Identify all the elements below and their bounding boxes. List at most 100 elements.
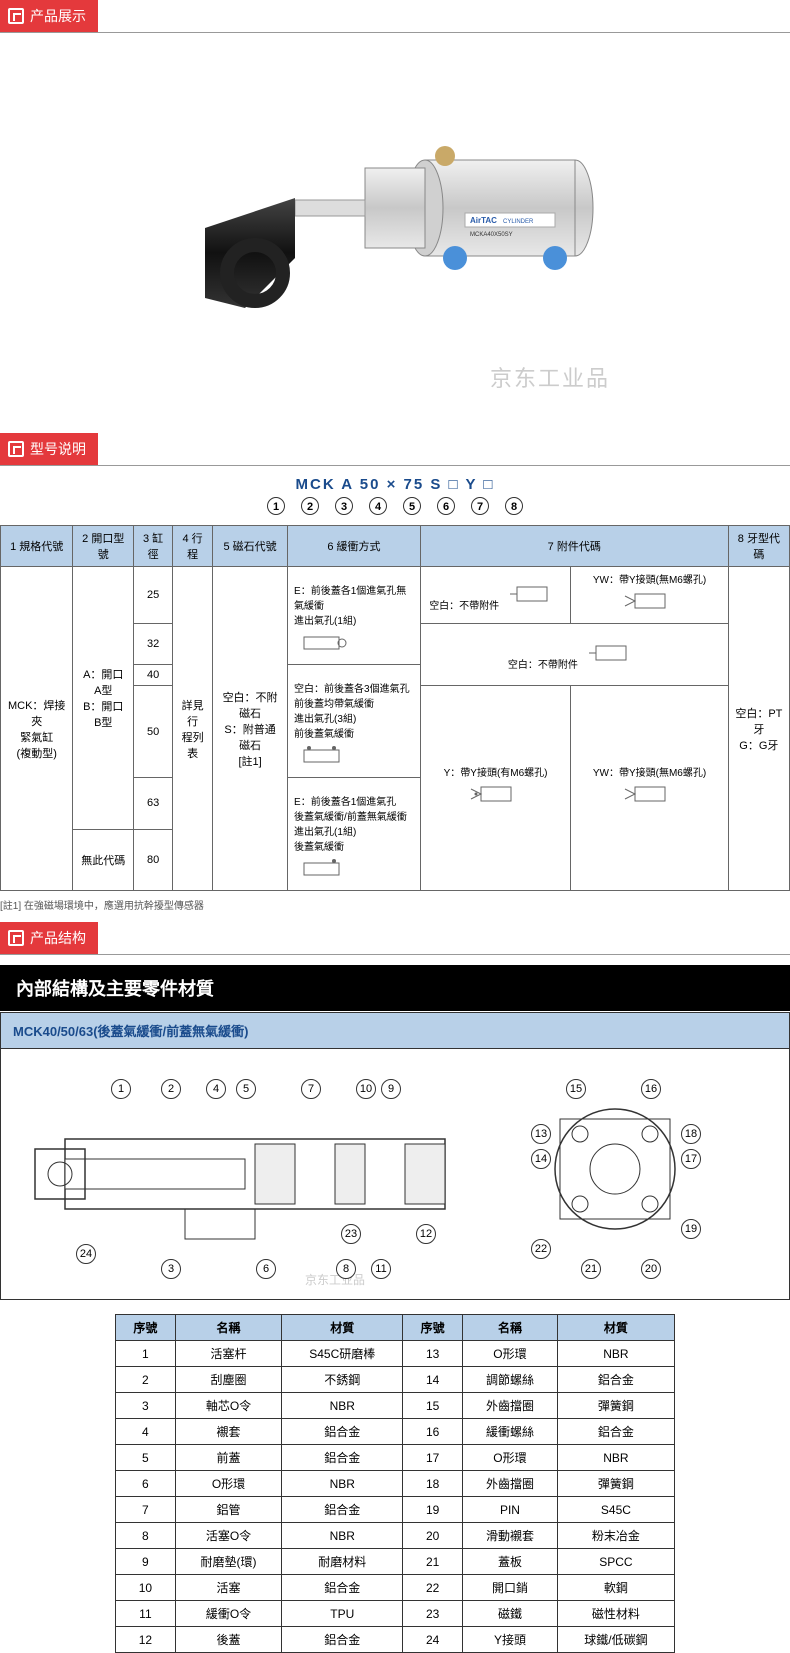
spec-cell: YW：帶Y接頭(無M6螺孔) xyxy=(571,686,728,891)
spec-cell: 空白：不帶附件 xyxy=(420,624,728,686)
parts-cell: 4 xyxy=(116,1419,176,1445)
parts-header: 名稱 xyxy=(175,1315,281,1341)
section-badge: 型号说明 xyxy=(0,433,98,465)
parts-cell: O形環 xyxy=(463,1445,558,1471)
parts-cell: 13 xyxy=(403,1341,463,1367)
svg-text:AirTAC: AirTAC xyxy=(470,216,497,225)
callout-18: 18 xyxy=(681,1124,701,1144)
spec-cell: 25 xyxy=(134,567,173,624)
parts-cell: S45C xyxy=(557,1497,674,1523)
parts-cell: 18 xyxy=(403,1471,463,1497)
parts-cell: 活塞O令 xyxy=(175,1523,281,1549)
parts-row: 7鋁管鋁合金19PINS45C xyxy=(116,1497,675,1523)
parts-row: 11緩衝O令TPU23磁鐵磁性材料 xyxy=(116,1601,675,1627)
footnote: [註1] 在強磁場環境中，應選用抗幹擾型傳感器 xyxy=(0,897,790,912)
model-number-circle: 2 xyxy=(301,497,319,515)
parts-cell: 耐磨材料 xyxy=(282,1549,403,1575)
parts-cell: 軸芯O令 xyxy=(175,1393,281,1419)
callout-22: 22 xyxy=(531,1239,551,1259)
parts-cell: 活塞 xyxy=(175,1575,281,1601)
callout-10: 10 xyxy=(356,1079,376,1099)
parts-cell: 刮塵圈 xyxy=(175,1367,281,1393)
parts-cell: O形環 xyxy=(463,1341,558,1367)
parts-row: 4襯套鋁合金16緩衝螺絲鋁合金 xyxy=(116,1419,675,1445)
parts-cell: S45C研磨棒 xyxy=(282,1341,403,1367)
spec-cell: MCK：焊接夾 緊氣缸 (複動型) xyxy=(1,567,73,891)
parts-cell: NBR xyxy=(282,1393,403,1419)
section-header-display: 产品展示 xyxy=(0,0,790,33)
parts-cell: 17 xyxy=(403,1445,463,1471)
callout-5: 5 xyxy=(236,1079,256,1099)
parts-cell: 緩衝O令 xyxy=(175,1601,281,1627)
spec-cell: E：前後蓋各1個進氣孔無氣緩衝 進出氣孔(1組) xyxy=(288,567,421,665)
spec-cell: A：開口A型 B：開口B型 xyxy=(73,567,134,830)
parts-cell: 襯套 xyxy=(175,1419,281,1445)
callout-6: 6 xyxy=(256,1259,276,1279)
section-title: 型号说明 xyxy=(30,439,86,459)
spec-header: 8 牙型代碼 xyxy=(728,526,789,567)
parts-cell: 開口銷 xyxy=(463,1575,558,1601)
spec-cell: E：前後蓋各1個進氣孔 後蓋氣緩衝/前蓋無氣緩衝 進出氣孔(1組) 後蓋氣緩衝 xyxy=(288,778,421,891)
parts-cell: 6 xyxy=(116,1471,176,1497)
parts-table: 序號名稱材質序號名稱材質 1活塞杆S45C研磨棒13O形環NBR2刮塵圈不銹鋼1… xyxy=(115,1314,675,1653)
parts-cell: 粉末冶金 xyxy=(557,1523,674,1549)
diagram-body: 京东工业品 1245710924368112312151613181417221… xyxy=(1,1049,789,1299)
spec-header: 6 緩衝方式 xyxy=(288,526,421,567)
parts-row: 2刮塵圈不銹鋼14調節螺絲鋁合金 xyxy=(116,1367,675,1393)
parts-cell: 耐磨墊(環) xyxy=(175,1549,281,1575)
parts-cell: 鋁合金 xyxy=(557,1367,674,1393)
parts-cell: 前蓋 xyxy=(175,1445,281,1471)
parts-cell: 鋁合金 xyxy=(282,1575,403,1601)
parts-header: 序號 xyxy=(403,1315,463,1341)
spec-header: 4 行程 xyxy=(173,526,213,567)
callout-2: 2 xyxy=(161,1079,181,1099)
callout-17: 17 xyxy=(681,1149,701,1169)
spec-cell: 63 xyxy=(134,778,173,830)
parts-cell: 彈簧鋼 xyxy=(557,1471,674,1497)
spec-header: 3 缸徑 xyxy=(134,526,173,567)
callout-19: 19 xyxy=(681,1219,701,1239)
product-image: AirTAC CYLINDER MCKA40X50SY 京东工业品 xyxy=(0,43,790,433)
parts-cell: 蓋板 xyxy=(463,1549,558,1575)
parts-cell: 8 xyxy=(116,1523,176,1549)
callout-21: 21 xyxy=(581,1259,601,1279)
parts-row: 10活塞鋁合金22開口銷軟鋼 xyxy=(116,1575,675,1601)
parts-cell: 彈簧鋼 xyxy=(557,1393,674,1419)
section-title: 产品展示 xyxy=(30,6,86,26)
section-header-structure: 产品结构 xyxy=(0,922,790,955)
parts-cell: TPU xyxy=(282,1601,403,1627)
diagram-header: MCK40/50/63(後蓋氣緩衝/前蓋無氣緩衝) xyxy=(1,1013,789,1049)
parts-cell: 緩衝螺絲 xyxy=(463,1419,558,1445)
model-number-circle: 8 xyxy=(505,497,523,515)
parts-header: 材質 xyxy=(282,1315,403,1341)
spec-cell: 32 xyxy=(134,624,173,665)
parts-cell: 9 xyxy=(116,1549,176,1575)
parts-cell: 鋁管 xyxy=(175,1497,281,1523)
parts-cell: 5 xyxy=(116,1445,176,1471)
callout-16: 16 xyxy=(641,1079,661,1099)
parts-cell: 11 xyxy=(116,1601,176,1627)
diagram-box: MCK40/50/63(後蓋氣緩衝/前蓋無氣緩衝) 京东工业品 12457109… xyxy=(0,1012,790,1300)
callout-14: 14 xyxy=(531,1149,551,1169)
spec-cell: 詳見行 程列表 xyxy=(173,567,213,891)
parts-header: 材質 xyxy=(557,1315,674,1341)
callout-13: 13 xyxy=(531,1124,551,1144)
list-icon xyxy=(8,930,24,946)
model-code-heading: MCK A 50 × 75 S □ Y □ xyxy=(0,476,790,493)
spec-header: 2 開口型號 xyxy=(73,526,134,567)
callout-1: 1 xyxy=(111,1079,131,1099)
model-number-circle: 5 xyxy=(403,497,421,515)
section-title: 产品结构 xyxy=(30,928,86,948)
parts-cell: 滑動襯套 xyxy=(463,1523,558,1549)
spec-cell: YW：帶Y接頭(無M6螺孔) xyxy=(571,567,728,624)
spec-header: 7 附件代碼 xyxy=(420,526,728,567)
spec-cell: 40 xyxy=(134,665,173,686)
callout-4: 4 xyxy=(206,1079,226,1099)
callout-20: 20 xyxy=(641,1259,661,1279)
parts-cell: 14 xyxy=(403,1367,463,1393)
callout-15: 15 xyxy=(566,1079,586,1099)
spec-cell: 空白：前後蓋各3個進氣孔 前後蓋均帶氣緩衝 進出氣孔(3組) 前後蓋氣緩衝 xyxy=(288,665,421,778)
parts-cell: NBR xyxy=(557,1445,674,1471)
parts-cell: SPCC xyxy=(557,1549,674,1575)
parts-header: 名稱 xyxy=(463,1315,558,1341)
